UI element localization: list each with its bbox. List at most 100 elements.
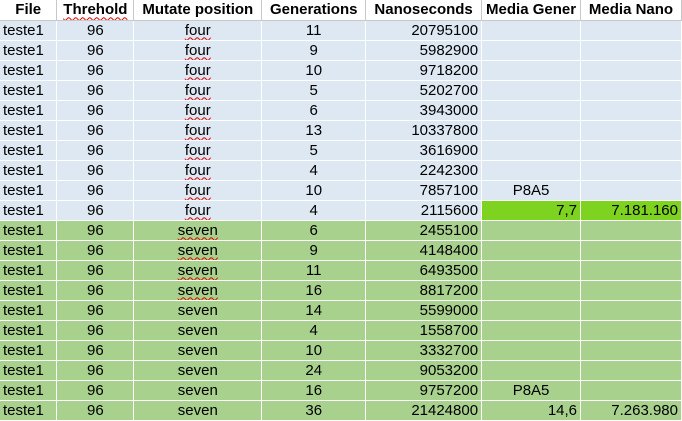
cell-generations[interactable]: 11 (261, 20, 367, 41)
cell-mutate-position[interactable]: seven (133, 340, 263, 361)
cell-media-gener[interactable]: P8A5 (481, 180, 582, 201)
cell-media-nano[interactable] (580, 300, 682, 321)
header-cell-nanoseconds[interactable]: Nanoseconds (365, 0, 483, 21)
cell-nanoseconds[interactable]: 3616900 (365, 140, 483, 161)
cell-generations[interactable]: 24 (261, 360, 367, 381)
cell-nanoseconds[interactable]: 21424800 (365, 400, 483, 421)
cell-threhold[interactable]: 96 (56, 300, 135, 321)
cell-generations[interactable]: 6 (261, 220, 367, 241)
cell-media-gener[interactable] (481, 360, 582, 381)
cell-mutate-position[interactable]: four (133, 20, 263, 41)
cell-nanoseconds[interactable]: 3332700 (365, 340, 483, 361)
cell-file[interactable]: teste1 (0, 40, 58, 61)
cell-generations[interactable]: 5 (261, 140, 367, 161)
cell-threhold[interactable]: 96 (56, 260, 135, 281)
cell-generations[interactable]: 4 (261, 160, 367, 181)
cell-mutate-position[interactable]: seven (133, 400, 263, 421)
header-cell-generations[interactable]: Generations (261, 0, 367, 21)
cell-file[interactable]: teste1 (0, 160, 58, 181)
cell-mutate-position[interactable]: seven (133, 380, 263, 401)
cell-nanoseconds[interactable]: 3943000 (365, 100, 483, 121)
cell-file[interactable]: teste1 (0, 320, 58, 341)
header-cell-mutate-position[interactable]: Mutate position (133, 0, 263, 21)
cell-mutate-position[interactable]: seven (133, 280, 263, 301)
cell-media-gener[interactable] (481, 120, 582, 141)
cell-mutate-position[interactable]: seven (133, 320, 263, 341)
cell-threhold[interactable]: 96 (56, 400, 135, 421)
cell-nanoseconds[interactable]: 5599000 (365, 300, 483, 321)
cell-generations[interactable]: 5 (261, 80, 367, 101)
cell-file[interactable]: teste1 (0, 180, 58, 201)
cell-generations[interactable]: 9 (261, 240, 367, 261)
cell-media-nano[interactable] (580, 260, 682, 281)
cell-mutate-position[interactable]: four (133, 100, 263, 121)
cell-nanoseconds[interactable]: 5202700 (365, 80, 483, 101)
cell-nanoseconds[interactable]: 8817200 (365, 280, 483, 301)
cell-nanoseconds[interactable]: 9718200 (365, 60, 483, 81)
cell-media-nano[interactable] (580, 40, 682, 61)
cell-media-gener[interactable] (481, 160, 582, 181)
cell-mutate-position[interactable]: four (133, 120, 263, 141)
cell-file[interactable]: teste1 (0, 120, 58, 141)
cell-media-nano[interactable] (580, 120, 682, 141)
cell-threhold[interactable]: 96 (56, 80, 135, 101)
cell-generations[interactable]: 16 (261, 380, 367, 401)
cell-media-gener[interactable] (481, 20, 582, 41)
cell-media-nano[interactable]: 7.263.980 (580, 400, 682, 421)
cell-media-nano[interactable] (580, 160, 682, 181)
header-cell-file[interactable]: File (0, 0, 58, 21)
cell-media-gener[interactable] (481, 220, 582, 241)
cell-threhold[interactable]: 96 (56, 340, 135, 361)
cell-media-nano[interactable] (580, 360, 682, 381)
cell-file[interactable]: teste1 (0, 220, 58, 241)
cell-file[interactable]: teste1 (0, 140, 58, 161)
cell-generations[interactable]: 10 (261, 60, 367, 81)
cell-generations[interactable]: 11 (261, 260, 367, 281)
cell-media-gener[interactable] (481, 280, 582, 301)
cell-file[interactable]: teste1 (0, 60, 58, 81)
cell-threhold[interactable]: 96 (56, 100, 135, 121)
cell-generations[interactable]: 36 (261, 400, 367, 421)
cell-media-gener[interactable] (481, 140, 582, 161)
cell-media-gener[interactable] (481, 60, 582, 81)
cell-file[interactable]: teste1 (0, 20, 58, 41)
cell-threhold[interactable]: 96 (56, 160, 135, 181)
cell-threhold[interactable]: 96 (56, 60, 135, 81)
cell-mutate-position[interactable]: four (133, 40, 263, 61)
cell-file[interactable]: teste1 (0, 260, 58, 281)
cell-threhold[interactable]: 96 (56, 240, 135, 261)
cell-media-gener[interactable] (481, 100, 582, 121)
cell-file[interactable]: teste1 (0, 360, 58, 381)
cell-media-gener[interactable]: 14,6 (481, 400, 582, 421)
cell-file[interactable]: teste1 (0, 300, 58, 321)
cell-media-nano[interactable] (580, 280, 682, 301)
cell-media-gener[interactable] (481, 40, 582, 61)
header-cell-media-gener[interactable]: Media Gener (481, 0, 582, 21)
cell-threhold[interactable]: 96 (56, 20, 135, 41)
cell-file[interactable]: teste1 (0, 340, 58, 361)
cell-generations[interactable]: 16 (261, 280, 367, 301)
cell-generations[interactable]: 13 (261, 120, 367, 141)
cell-mutate-position[interactable]: four (133, 180, 263, 201)
cell-threhold[interactable]: 96 (56, 140, 135, 161)
cell-generations[interactable]: 14 (261, 300, 367, 321)
cell-nanoseconds[interactable]: 9053200 (365, 360, 483, 381)
cell-nanoseconds[interactable]: 4148400 (365, 240, 483, 261)
cell-threhold[interactable]: 96 (56, 380, 135, 401)
cell-mutate-position[interactable]: seven (133, 300, 263, 321)
cell-threhold[interactable]: 96 (56, 40, 135, 61)
cell-mutate-position[interactable]: four (133, 60, 263, 81)
cell-media-gener[interactable]: 7,7 (481, 200, 582, 221)
cell-file[interactable]: teste1 (0, 380, 58, 401)
cell-file[interactable]: teste1 (0, 80, 58, 101)
cell-threhold[interactable]: 96 (56, 120, 135, 141)
cell-file[interactable]: teste1 (0, 400, 58, 421)
cell-media-gener[interactable] (481, 80, 582, 101)
cell-threhold[interactable]: 96 (56, 360, 135, 381)
cell-generations[interactable]: 10 (261, 340, 367, 361)
cell-nanoseconds[interactable]: 9757200 (365, 380, 483, 401)
cell-media-gener[interactable] (481, 340, 582, 361)
cell-threhold[interactable]: 96 (56, 220, 135, 241)
cell-generations[interactable]: 4 (261, 320, 367, 341)
